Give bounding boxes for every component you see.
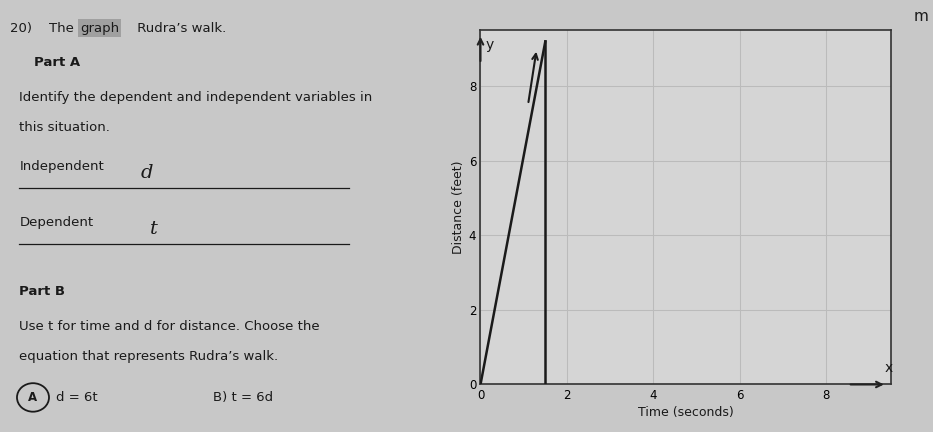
Text: Rudra’s walk.: Rudra’s walk. — [133, 22, 227, 35]
Text: Use t for time and d for distance. Choose the: Use t for time and d for distance. Choos… — [20, 320, 320, 333]
Text: this situation.: this situation. — [20, 121, 110, 134]
Text: Identify the dependent and independent variables in: Identify the dependent and independent v… — [20, 91, 372, 104]
Text: d: d — [141, 164, 153, 182]
Text: x: x — [884, 361, 893, 375]
Text: A: A — [28, 391, 37, 404]
Text: Part A: Part A — [34, 56, 80, 69]
Text: t: t — [150, 220, 159, 238]
Text: y: y — [486, 38, 494, 52]
Text: B) t = 6d: B) t = 6d — [214, 391, 273, 404]
Text: d = 6t: d = 6t — [56, 391, 97, 404]
Text: 20): 20) — [9, 22, 32, 35]
Y-axis label: Distance (feet): Distance (feet) — [452, 161, 465, 254]
Text: equation that represents Rudra’s walk.: equation that represents Rudra’s walk. — [20, 350, 279, 363]
Text: The: The — [49, 22, 77, 35]
X-axis label: Time (seconds): Time (seconds) — [638, 406, 733, 419]
Text: Dependent: Dependent — [20, 216, 93, 229]
Text: Part B: Part B — [20, 285, 65, 298]
Text: Independent: Independent — [20, 160, 104, 173]
Text: graph: graph — [80, 22, 119, 35]
Text: m: m — [913, 9, 928, 24]
